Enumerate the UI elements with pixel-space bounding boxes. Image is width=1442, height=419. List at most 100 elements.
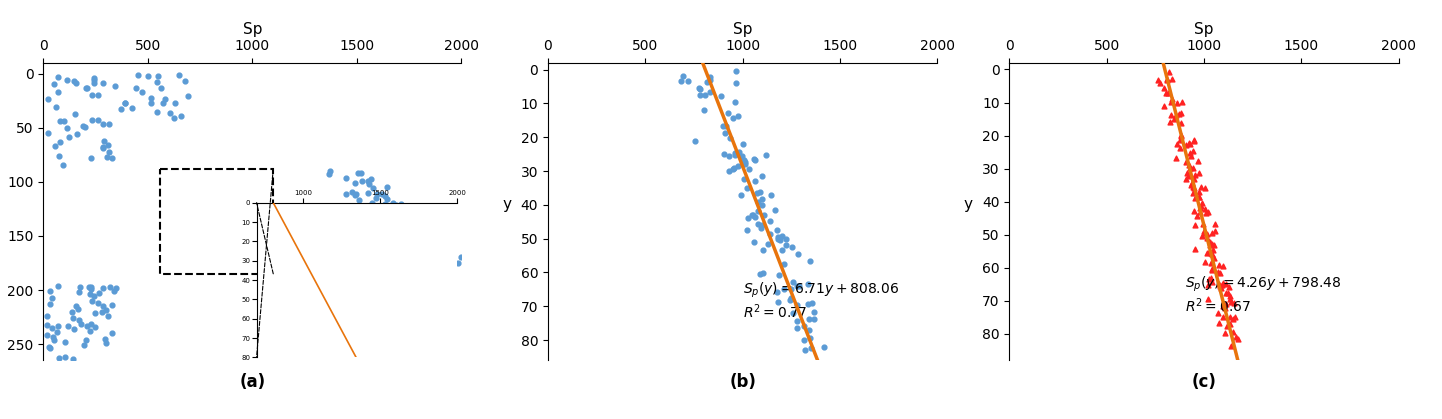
Point: [425, 232, 448, 238]
Point: [1154, 90, 1177, 96]
Point: [92, 145, 115, 152]
Point: [1182, 138, 1206, 145]
Point: [407, 218, 430, 225]
Point: [744, 214, 767, 220]
Point: [1175, 158, 1198, 165]
Y-axis label: y: y: [963, 197, 973, 212]
Point: [68, 288, 91, 295]
Point: [75, 85, 98, 92]
Point: [1200, 275, 1223, 282]
Point: [767, 271, 790, 278]
Point: [423, 238, 446, 245]
Point: [1181, 189, 1204, 196]
Point: [1201, 230, 1224, 236]
Point: [767, 299, 790, 305]
Point: [1207, 310, 1230, 317]
Point: [743, 178, 766, 184]
Point: [477, 267, 500, 274]
Point: [750, 225, 773, 231]
Point: [1182, 137, 1206, 144]
Point: [53, 339, 76, 345]
Point: [101, 302, 124, 308]
Point: [1175, 170, 1198, 176]
Point: [373, 193, 397, 199]
Point: [1213, 304, 1236, 311]
Point: [722, 166, 746, 173]
Point: [82, 79, 105, 86]
Point: [456, 264, 479, 271]
Point: [467, 266, 490, 273]
Text: (c): (c): [1191, 373, 1217, 391]
Point: [688, 85, 711, 92]
Point: [750, 172, 773, 179]
Point: [53, 354, 76, 360]
Point: [717, 109, 740, 116]
Point: [146, 79, 169, 85]
Point: [1181, 165, 1204, 171]
Point: [343, 180, 366, 186]
Text: (a): (a): [239, 373, 265, 391]
Point: [356, 189, 379, 196]
Point: [423, 233, 446, 240]
Point: [1171, 98, 1194, 105]
Point: [1211, 314, 1234, 321]
Point: [477, 269, 500, 276]
Point: [40, 334, 63, 341]
Point: [764, 207, 787, 214]
Point: [440, 251, 463, 258]
Point: [102, 83, 125, 90]
Point: [99, 154, 123, 161]
Point: [1221, 328, 1244, 335]
Point: [42, 337, 65, 344]
Point: [1197, 249, 1220, 256]
Point: [389, 201, 412, 208]
Point: [137, 72, 160, 79]
Point: [786, 317, 809, 324]
Point: [1207, 320, 1230, 327]
Point: [797, 334, 820, 341]
Point: [346, 170, 369, 176]
Point: [1195, 209, 1218, 216]
Point: [698, 89, 721, 96]
Point: [748, 270, 771, 277]
Point: [71, 123, 94, 129]
Point: [150, 85, 173, 91]
Point: [1195, 295, 1218, 302]
Point: [1224, 334, 1247, 340]
Point: [1194, 184, 1217, 191]
X-axis label: Sp: Sp: [733, 21, 753, 36]
Point: [672, 72, 695, 79]
Point: [95, 154, 118, 161]
Point: [79, 321, 102, 327]
Point: [91, 285, 114, 292]
Point: [127, 72, 150, 79]
Point: [348, 197, 371, 204]
Point: [466, 258, 489, 264]
Point: [803, 309, 826, 316]
Point: [1208, 270, 1231, 277]
Point: [114, 99, 137, 106]
Point: [94, 335, 117, 342]
Point: [45, 103, 68, 110]
Point: [734, 159, 757, 166]
Point: [79, 285, 102, 292]
Point: [75, 322, 98, 329]
Point: [803, 316, 826, 322]
Point: [35, 312, 58, 319]
Point: [399, 228, 423, 234]
Point: [335, 191, 358, 197]
Point: [1220, 343, 1243, 349]
Bar: [160, 169, 273, 274]
Point: [48, 152, 71, 159]
Point: [1188, 189, 1211, 195]
Point: [46, 322, 69, 329]
Point: [714, 130, 737, 137]
Point: [82, 76, 105, 83]
Point: [744, 157, 767, 163]
Point: [395, 222, 418, 228]
Point: [39, 344, 62, 351]
Point: [741, 212, 764, 218]
Point: [65, 303, 88, 310]
Point: [730, 191, 753, 198]
Point: [78, 284, 101, 290]
